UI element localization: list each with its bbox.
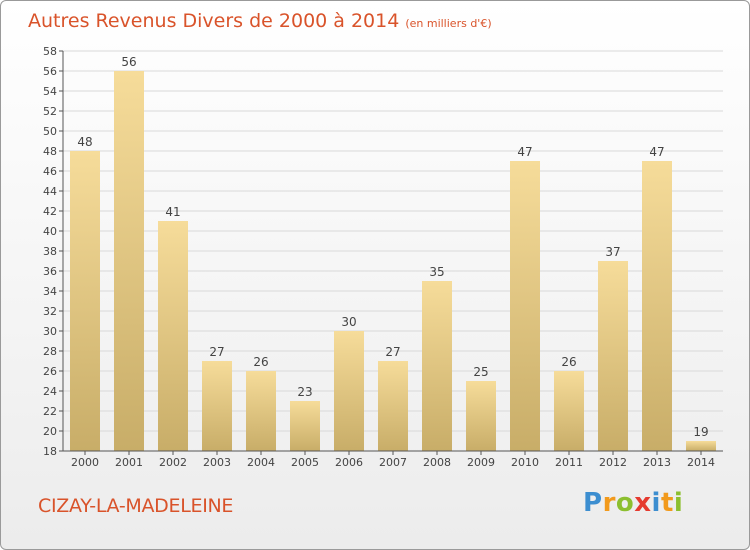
- bar: [290, 401, 320, 451]
- bar: [246, 371, 276, 451]
- bar: [598, 261, 628, 451]
- x-tick-label: 2009: [467, 456, 495, 469]
- bar-value-label: 27: [385, 345, 400, 359]
- bar: [466, 381, 496, 451]
- y-tick-label: 26: [43, 365, 57, 378]
- x-tick-label: 2002: [159, 456, 187, 469]
- y-tick-label: 58: [43, 45, 57, 58]
- y-tick-label: 54: [43, 85, 57, 98]
- y-tick-label: 24: [43, 385, 57, 398]
- location-label: CIZAY-LA-MADELEINE: [38, 495, 234, 517]
- bar-value-label: 30: [341, 315, 356, 329]
- x-tick-label: 2006: [335, 456, 363, 469]
- x-tick-label: 2000: [71, 456, 99, 469]
- bar: [334, 331, 364, 451]
- x-tick-label: 2013: [643, 456, 671, 469]
- x-tick-label: 2005: [291, 456, 319, 469]
- bar-value-label: 37: [605, 245, 620, 259]
- x-tick-label: 2012: [599, 456, 627, 469]
- bar-value-label: 27: [209, 345, 224, 359]
- bar: [378, 361, 408, 451]
- proxiti-logo[interactable]: Proxiti: [583, 488, 683, 518]
- x-tick-label: 2001: [115, 456, 143, 469]
- y-tick-label: 56: [43, 65, 57, 78]
- logo-letter: i: [673, 488, 684, 518]
- bar-value-label: 26: [561, 355, 576, 369]
- bar: [686, 441, 716, 451]
- x-tick-label: 2008: [423, 456, 451, 469]
- bar-value-label: 26: [253, 355, 268, 369]
- bar: [158, 221, 188, 451]
- bar-value-label: 41: [165, 205, 180, 219]
- bar: [70, 151, 100, 451]
- bar: [114, 71, 144, 451]
- y-tick-label: 42: [43, 205, 57, 218]
- bar-value-label: 56: [121, 55, 136, 69]
- logo-letter: P: [583, 488, 603, 518]
- y-tick-label: 28: [43, 345, 57, 358]
- logo-letter: t: [660, 488, 674, 518]
- y-tick-label: 30: [43, 325, 57, 338]
- x-tick-label: 2010: [511, 456, 539, 469]
- bar: [642, 161, 672, 451]
- bar-value-label: 48: [77, 135, 92, 149]
- bar-value-label: 25: [473, 365, 488, 379]
- y-tick-label: 20: [43, 425, 57, 438]
- bar: [510, 161, 540, 451]
- chart-title: Autres Revenus Divers de 2000 à 2014 (en …: [28, 10, 492, 32]
- logo-letter: o: [615, 488, 635, 518]
- bar-value-label: 23: [297, 385, 312, 399]
- chart-unit: (en milliers d'€): [405, 17, 492, 30]
- bar: [554, 371, 584, 451]
- bar-value-label: 19: [693, 425, 708, 439]
- y-tick-label: 36: [43, 265, 57, 278]
- x-tick-label: 2011: [555, 456, 583, 469]
- y-tick-label: 52: [43, 105, 57, 118]
- y-tick-label: 48: [43, 145, 57, 158]
- y-tick-label: 18: [43, 445, 57, 458]
- logo-letter: r: [602, 488, 616, 518]
- y-tick-label: 22: [43, 405, 57, 418]
- y-tick-label: 46: [43, 165, 57, 178]
- bar-value-label: 47: [649, 145, 664, 159]
- bar: [422, 281, 452, 451]
- y-tick-label: 50: [43, 125, 57, 138]
- y-tick-label: 40: [43, 225, 57, 238]
- bar: [202, 361, 232, 451]
- y-tick-label: 38: [43, 245, 57, 258]
- y-tick-label: 32: [43, 305, 57, 318]
- bar-value-label: 47: [517, 145, 532, 159]
- y-tick-label: 44: [43, 185, 57, 198]
- x-tick-label: 2003: [203, 456, 231, 469]
- logo-letter: i: [651, 488, 661, 518]
- x-tick-label: 2014: [687, 456, 715, 469]
- chart-title-text: Autres Revenus Divers de 2000 à 2014: [28, 10, 400, 32]
- y-tick-label: 34: [43, 285, 57, 298]
- bar-value-label: 35: [429, 265, 444, 279]
- x-tick-label: 2007: [379, 456, 407, 469]
- x-tick-label: 2004: [247, 456, 275, 469]
- logo-letter: x: [634, 488, 652, 518]
